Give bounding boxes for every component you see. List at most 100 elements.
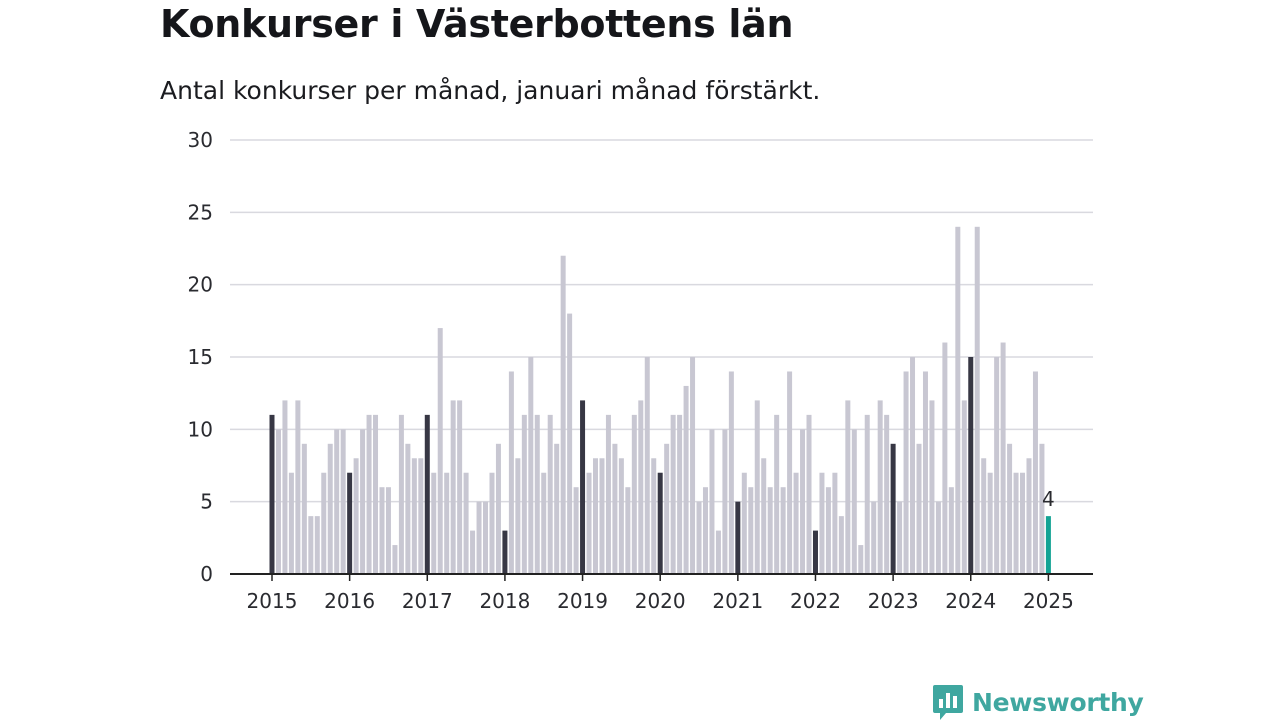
bar: [437, 328, 443, 574]
bar: [541, 472, 547, 574]
bar: [379, 487, 385, 574]
latest-value-label: 4: [1042, 487, 1055, 511]
bar: [767, 487, 773, 574]
bar: [961, 400, 967, 574]
bar: [618, 458, 624, 574]
bar: [334, 429, 340, 574]
bar-january: [968, 357, 974, 574]
bar: [793, 472, 799, 574]
bar: [871, 501, 877, 574]
bar: [554, 443, 560, 574]
bar: [625, 487, 631, 574]
x-tick-label: 2024: [945, 589, 996, 613]
bar: [897, 501, 903, 574]
bar-january: [890, 443, 896, 574]
bar: [463, 472, 469, 574]
y-tick-label: 25: [188, 200, 213, 224]
chart-subtitle: Antal konkurser per månad, januari månad…: [160, 76, 821, 105]
bar: [612, 443, 618, 574]
bar: [567, 313, 573, 574]
x-tick-label: 2021: [712, 589, 763, 613]
bar: [528, 357, 534, 574]
bar: [916, 443, 922, 574]
bar: [405, 443, 411, 574]
bar: [301, 443, 307, 574]
y-tick-label: 5: [200, 490, 213, 514]
bar: [573, 487, 579, 574]
bar: [327, 443, 333, 574]
bar: [392, 545, 398, 574]
newsworthy-brand-name: Newsworthy: [972, 687, 1144, 717]
bar: [935, 501, 941, 574]
bar: [353, 458, 359, 574]
bar-january: [424, 414, 430, 574]
bar: [670, 414, 676, 574]
y-tick-label: 30: [188, 128, 213, 152]
bar-january: [735, 501, 741, 574]
bar: [644, 357, 650, 574]
bars: [269, 226, 1051, 575]
bar: [534, 414, 540, 574]
bar: [683, 385, 689, 574]
x-tick-label: 2020: [635, 589, 686, 613]
bar: [1032, 371, 1038, 574]
bar: [340, 429, 346, 574]
y-tick-label: 0: [200, 562, 213, 586]
x-tick-label: 2015: [247, 589, 298, 613]
bar: [696, 501, 702, 574]
bar: [495, 443, 501, 574]
bar: [715, 530, 721, 574]
bar: [444, 472, 450, 574]
bar: [864, 414, 870, 574]
bar: [884, 414, 890, 574]
bar: [1000, 342, 1006, 574]
bar-january: [580, 400, 586, 574]
bar: [780, 487, 786, 574]
y-tick-label: 20: [188, 273, 213, 297]
bar: [476, 501, 482, 574]
bar: [800, 429, 806, 574]
bar: [418, 458, 424, 574]
bar: [1013, 472, 1019, 574]
x-tick-label: 2023: [868, 589, 919, 613]
bar: [288, 472, 294, 574]
bar: [457, 400, 463, 574]
bar: [974, 226, 980, 575]
bar: [774, 414, 780, 574]
bar: [664, 443, 670, 574]
bar: [955, 226, 961, 575]
bar: [1039, 443, 1045, 574]
bar: [508, 371, 514, 574]
bar: [411, 458, 417, 574]
bar: [709, 429, 715, 574]
bar: [431, 472, 437, 574]
bar: [547, 414, 553, 574]
bar: [398, 414, 404, 574]
x-tick-label: 2017: [402, 589, 453, 613]
bar: [910, 357, 916, 574]
bar: [314, 516, 320, 574]
x-tick-label: 2022: [790, 589, 841, 613]
bar: [702, 487, 708, 574]
bar: [929, 400, 935, 574]
bar: [366, 414, 372, 574]
bar: [1007, 443, 1013, 574]
bar: [806, 414, 812, 574]
bar: [385, 487, 391, 574]
bar: [851, 429, 857, 574]
x-tick-label: 2025: [1023, 589, 1074, 613]
bar: [521, 414, 527, 574]
bar: [586, 472, 592, 574]
bar: [728, 371, 734, 574]
x-tick-label: 2016: [324, 589, 375, 613]
bar: [787, 371, 793, 574]
bar: [360, 429, 366, 574]
bar: [605, 414, 611, 574]
bar: [987, 472, 993, 574]
x-tick-label: 2019: [557, 589, 608, 613]
bar: [450, 400, 456, 574]
bar: [741, 472, 747, 574]
